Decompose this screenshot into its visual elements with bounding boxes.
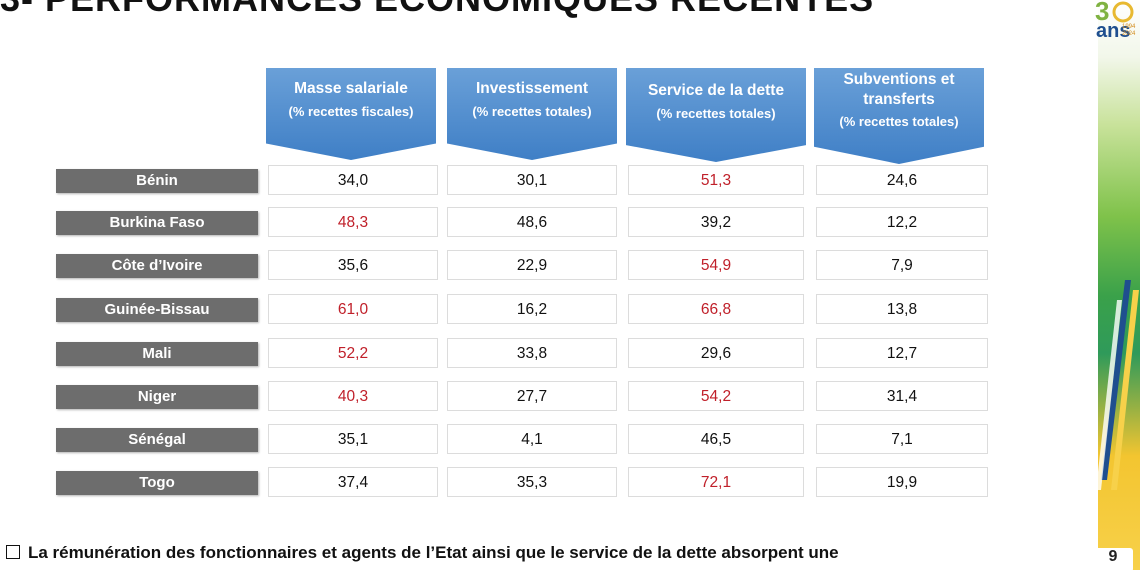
table-cell: 40,3 bbox=[268, 381, 438, 411]
table-cell: 35,1 bbox=[268, 424, 438, 454]
table-cell: 54,2 bbox=[628, 381, 804, 411]
row-label: Guinée-Bissau bbox=[56, 298, 258, 322]
table-cell: 29,6 bbox=[628, 338, 804, 368]
table-cell: 34,0 bbox=[268, 165, 438, 195]
row-label: Niger bbox=[56, 385, 258, 409]
table-cell: 39,2 bbox=[628, 207, 804, 237]
table-cell: 27,7 bbox=[447, 381, 617, 411]
table-cell: 51,3 bbox=[628, 165, 804, 195]
page-number: 9 bbox=[1093, 548, 1133, 572]
table-cell: 46,5 bbox=[628, 424, 804, 454]
table-cell: 22,9 bbox=[447, 250, 617, 280]
column-header-investissement: Investissement (% recettes totales) bbox=[447, 68, 617, 160]
table-cell: 13,8 bbox=[816, 294, 988, 324]
table-cell: 35,6 bbox=[268, 250, 438, 280]
svg-text:3: 3 bbox=[1095, 0, 1109, 26]
table-cell: 66,8 bbox=[628, 294, 804, 324]
table-cell: 61,0 bbox=[268, 294, 438, 324]
table-cell: 7,9 bbox=[816, 250, 988, 280]
bullet-point: La rémunération des fonctionnaires et ag… bbox=[6, 543, 839, 563]
table-cell: 54,9 bbox=[628, 250, 804, 280]
table-cell: 30,1 bbox=[447, 165, 617, 195]
logo-years: 1994 2024 bbox=[1122, 24, 1136, 37]
table-cell: 48,3 bbox=[268, 207, 438, 237]
table-cell: 16,2 bbox=[447, 294, 617, 324]
logo-ans: ans bbox=[1096, 20, 1131, 42]
row-label: Burkina Faso bbox=[56, 211, 258, 235]
bullet-checkbox-icon bbox=[6, 545, 20, 559]
table-cell: 12,7 bbox=[816, 338, 988, 368]
column-header-subventions: Subventions et transferts (% recettes to… bbox=[814, 68, 984, 164]
table-cell: 35,3 bbox=[447, 467, 617, 497]
row-label: Mali bbox=[56, 342, 258, 366]
table-cell: 48,6 bbox=[447, 207, 617, 237]
table-cell: 33,8 bbox=[447, 338, 617, 368]
table-cell: 24,6 bbox=[816, 165, 988, 195]
decorative-stripes-icon bbox=[1096, 280, 1139, 490]
row-label: Côte d’Ivoire bbox=[56, 254, 258, 278]
row-label: Togo bbox=[56, 471, 258, 495]
row-label: Sénégal bbox=[56, 428, 258, 452]
table-cell: 72,1 bbox=[628, 467, 804, 497]
table-cell: 52,2 bbox=[268, 338, 438, 368]
table-cell: 7,1 bbox=[816, 424, 988, 454]
table-cell: 4,1 bbox=[447, 424, 617, 454]
slide-title: 3- PERFORMANCES ÉCONOMIQUES RÉCENTES bbox=[0, 0, 874, 20]
table-cell: 19,9 bbox=[816, 467, 988, 497]
logo-30-icon: 3 bbox=[1095, 0, 1134, 26]
column-header-service-dette: Service de la dette (% recettes totales) bbox=[626, 68, 806, 162]
column-header-masse-salariale: Masse salariale (% recettes fiscales) bbox=[266, 68, 436, 160]
table-cell: 37,4 bbox=[268, 467, 438, 497]
table-cell: 31,4 bbox=[816, 381, 988, 411]
row-label: Bénin bbox=[56, 169, 258, 193]
table-cell: 12,2 bbox=[816, 207, 988, 237]
